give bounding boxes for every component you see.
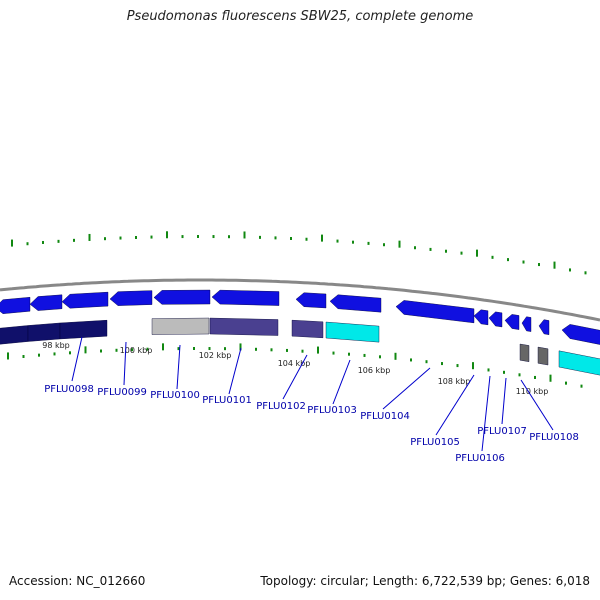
cog-block[interactable] [151,317,210,335]
gene-arrow[interactable] [153,289,211,305]
gene-label-line [501,377,507,425]
gene-label[interactable]: PFLU0105 [410,437,460,448]
gene-label[interactable]: PFLU0103 [307,405,357,416]
gene-label[interactable]: PFLU0101 [202,395,252,406]
accession-text: Accession: NC_012660 [9,574,146,588]
gene-arrow[interactable] [504,314,520,330]
scale-label: 104 kbp [278,359,311,368]
gene-arrow[interactable] [109,290,153,306]
gene-arrow[interactable] [295,292,327,309]
scale-label: 100 kbp [120,346,153,355]
genome-backbone [0,278,600,322]
gene-label[interactable]: PFLU0107 [477,426,527,437]
gene-label-line [435,374,475,436]
cog-block[interactable] [209,317,279,336]
gene-arrow[interactable] [521,316,532,332]
cog-block[interactable] [325,321,380,343]
gene-label-line [71,336,83,382]
gene-label[interactable]: PFLU0098 [44,384,94,395]
scale-label: 98 kbp [42,341,70,350]
gene-label-line [520,379,554,431]
gene-label-line [176,344,181,390]
gene-arrow[interactable] [211,289,280,306]
gene-arrow[interactable] [488,311,503,328]
scale-label: 106 kbp [358,366,391,375]
cog-block[interactable] [291,319,324,339]
gene-label[interactable]: PFLU0100 [150,390,200,401]
cog-block[interactable] [537,346,549,366]
gene-arrow[interactable] [538,319,550,335]
cog-block[interactable] [519,343,530,362]
gene-label-line [481,375,491,452]
cog-block[interactable] [59,319,108,340]
gene-arrow[interactable] [473,309,489,326]
gene-label-line [282,354,308,400]
gene-label[interactable]: PFLU0106 [455,453,505,464]
cog-block[interactable] [27,322,61,342]
scale-label: 102 kbp [199,351,232,360]
gene-label-line [123,341,127,386]
gene-arrow[interactable] [561,324,600,346]
gene-label-line [332,359,351,405]
gene-arrow[interactable] [329,294,382,313]
gene-label[interactable]: PFLU0104 [360,411,410,422]
genome-summary-text: Topology: circular; Length: 6,722,539 bp… [260,574,590,588]
scale-label: 110 kbp [516,387,549,396]
scale-label: 108 kbp [438,377,471,386]
cog-block[interactable] [558,350,600,376]
gene-arrow[interactable] [395,300,475,324]
gene-arrow[interactable] [61,291,109,309]
cog-block[interactable] [0,325,29,345]
gene-label[interactable]: PFLU0102 [256,401,306,412]
gene-label[interactable]: PFLU0099 [97,387,147,398]
gene-arrow[interactable] [29,294,63,311]
gene-label-line [228,347,242,395]
gene-label[interactable]: PFLU0108 [529,432,579,443]
map-title: Pseudomonas fluorescens SBW25, complete … [126,9,474,24]
gene-arrow[interactable] [0,296,31,314]
gene-label-line [382,367,431,410]
